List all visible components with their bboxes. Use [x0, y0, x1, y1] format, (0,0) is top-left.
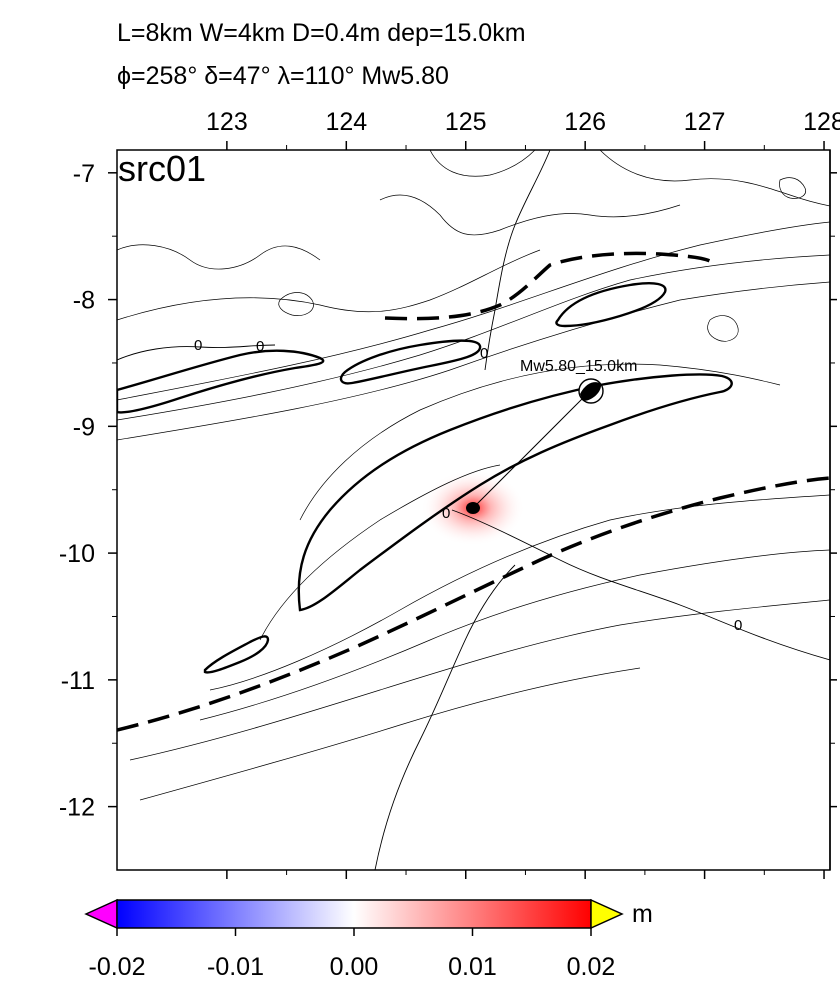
- contour-label-0-b: 0: [256, 338, 264, 355]
- lon-tick-label-2: 125: [445, 108, 487, 136]
- lat-tick-label-4: -11: [61, 667, 95, 695]
- lon-tick-label-0: 123: [206, 108, 248, 136]
- contour-label-0-a: 0: [194, 337, 202, 354]
- lat-tick-label-5: -12: [59, 794, 95, 822]
- coastline-contours: [117, 150, 830, 870]
- lon-tick-label-5: 128: [803, 108, 840, 136]
- colorbar-tick-label-4: 0.02: [567, 953, 616, 981]
- lat-tick-label-1: -8: [73, 287, 95, 315]
- island-outlines: [117, 282, 733, 674]
- lat-tick-label-3: -10: [59, 540, 95, 568]
- map-title-line1: L=8km W=4km D=0.4m dep=15.0km: [117, 19, 526, 47]
- lon-tick-label-3: 126: [564, 108, 606, 136]
- map-layers: 0 0 0 0 0 Mw5.80_15.0km: [117, 150, 830, 870]
- beachball-icon[interactable]: [578, 378, 604, 404]
- map-title-line2: ϕ=258° δ=47° λ=110° Mw5.80: [117, 62, 449, 90]
- colorbar-below-triangle: [84, 898, 118, 930]
- colorbar-above-triangle: [590, 898, 624, 930]
- lon-tick-label-1: 124: [325, 108, 367, 136]
- colorbar-tick-label-3: 0.01: [448, 953, 497, 981]
- rupture-patch: [466, 502, 480, 514]
- bathymetry-contours: [117, 150, 830, 801]
- contour-label-0-e: 0: [734, 617, 742, 634]
- panel-label: src01: [118, 148, 206, 189]
- lon-tick-label-4: 127: [684, 108, 726, 136]
- contour-label-0-c: 0: [480, 345, 488, 362]
- contour-label-0-d: 0: [442, 505, 450, 522]
- colorbar-unit: m: [632, 900, 653, 928]
- colorbar-ticks: -0.02 -0.01 0.00 0.01 0.02: [89, 928, 616, 981]
- colorbar-tick-label-2: 0.00: [330, 953, 379, 981]
- colorbar-tick-label-0: -0.02: [89, 953, 146, 981]
- colorbar-gradient: [116, 899, 592, 929]
- latitude-axis: -7 -8 -9 -10 -11 -12: [59, 160, 837, 822]
- lat-tick-label-2: -9: [73, 413, 95, 441]
- trench-lines: [117, 251, 830, 732]
- lat-tick-label-0: -7: [73, 160, 95, 188]
- longitude-axis: 123 124 125 126 127 128: [206, 108, 840, 879]
- colorbar-tick-label-1: -0.01: [207, 953, 264, 981]
- mechanism-connector: [472, 390, 591, 509]
- colorbar: m -0.02 -0.01 0.00 0.01 0.02: [84, 898, 653, 981]
- event-label: Mw5.80_15.0km: [520, 358, 637, 375]
